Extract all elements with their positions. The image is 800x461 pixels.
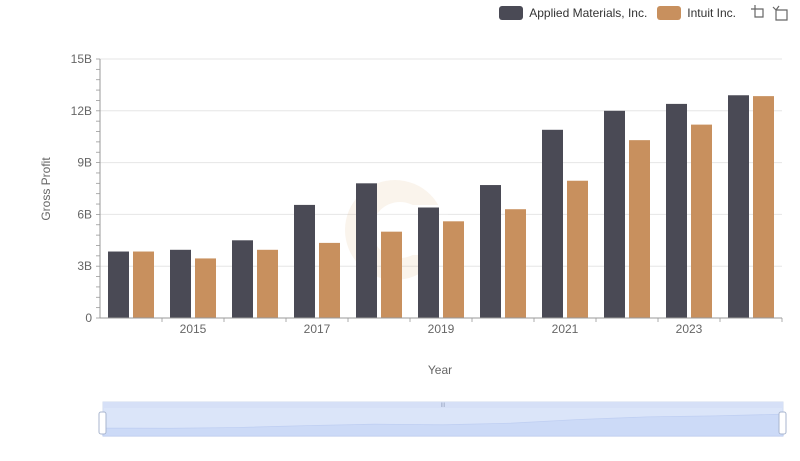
bar-applied-materials-2021[interactable]	[542, 129, 563, 318]
slider-selection[interactable]	[103, 408, 783, 436]
y-tick-label: 0	[85, 311, 92, 325]
bar-intuit-2017[interactable]	[319, 242, 340, 318]
bar-applied-materials-2020[interactable]	[480, 185, 501, 318]
bar-applied-materials-2022[interactable]	[604, 110, 625, 318]
bar-intuit-2015[interactable]	[195, 258, 216, 318]
bars	[108, 95, 774, 318]
slider-handle-left[interactable]	[98, 411, 107, 435]
data-zoom-slider[interactable]: III	[98, 401, 787, 437]
y-tick-label: 12B	[71, 104, 92, 118]
x-tick-label: 2019	[428, 322, 455, 336]
bar-intuit-2019[interactable]	[443, 221, 464, 318]
bar-intuit-2016[interactable]	[257, 249, 278, 318]
bar-applied-materials-2024[interactable]	[728, 95, 749, 318]
x-axis: 2015 2017 2019 2021 2023	[100, 317, 783, 336]
bar-intuit-2021[interactable]	[567, 180, 588, 318]
bar-intuit-2022[interactable]	[629, 140, 650, 318]
x-tick-label: 2015	[180, 322, 207, 336]
bar-intuit-2014[interactable]	[133, 251, 154, 318]
slider-handle-right[interactable]	[778, 411, 787, 435]
slider-top-bar[interactable]	[103, 402, 783, 408]
bar-applied-materials-2015[interactable]	[170, 249, 191, 318]
x-tick-label: 2017	[304, 322, 331, 336]
legend-item-1[interactable]: Intuit Inc.	[657, 6, 736, 20]
y-tick-label: 6B	[77, 207, 92, 221]
legend-swatch	[657, 6, 682, 20]
bar-applied-materials-2019[interactable]	[418, 207, 439, 318]
legend: Applied Materials, Inc. Intuit Inc.	[499, 4, 790, 22]
reset-icon[interactable]	[772, 4, 790, 22]
legend-item-0[interactable]: Applied Materials, Inc.	[499, 6, 647, 20]
x-tick-label: 2023	[676, 322, 703, 336]
y-tick-label: 3B	[77, 259, 92, 273]
bar-applied-materials-2023[interactable]	[666, 103, 687, 318]
bar-applied-materials-2014[interactable]	[108, 251, 129, 318]
bar-intuit-2024[interactable]	[753, 96, 774, 318]
bar-applied-materials-2017[interactable]	[294, 204, 315, 318]
slider-handle-label: III	[440, 403, 445, 409]
bar-applied-materials-2016[interactable]	[232, 240, 253, 318]
bar-intuit-2020[interactable]	[505, 209, 526, 318]
y-tick-label: 15B	[71, 52, 92, 66]
y-axis-label: Gross Profit	[39, 157, 53, 221]
legend-label: Intuit Inc.	[687, 6, 736, 20]
legend-label: Applied Materials, Inc.	[529, 6, 648, 20]
y-axis: 0 3B 6B 9B 12B 15B	[71, 52, 101, 325]
bar-intuit-2018[interactable]	[381, 231, 402, 318]
zoom-icon[interactable]	[750, 4, 768, 22]
y-tick-label: 9B	[77, 156, 92, 170]
x-tick-label: 2021	[552, 322, 579, 336]
legend-swatch	[499, 6, 524, 20]
x-axis-label: Year	[428, 363, 452, 377]
bar-applied-materials-2018[interactable]	[356, 183, 377, 318]
bar-intuit-2023[interactable]	[691, 124, 712, 318]
